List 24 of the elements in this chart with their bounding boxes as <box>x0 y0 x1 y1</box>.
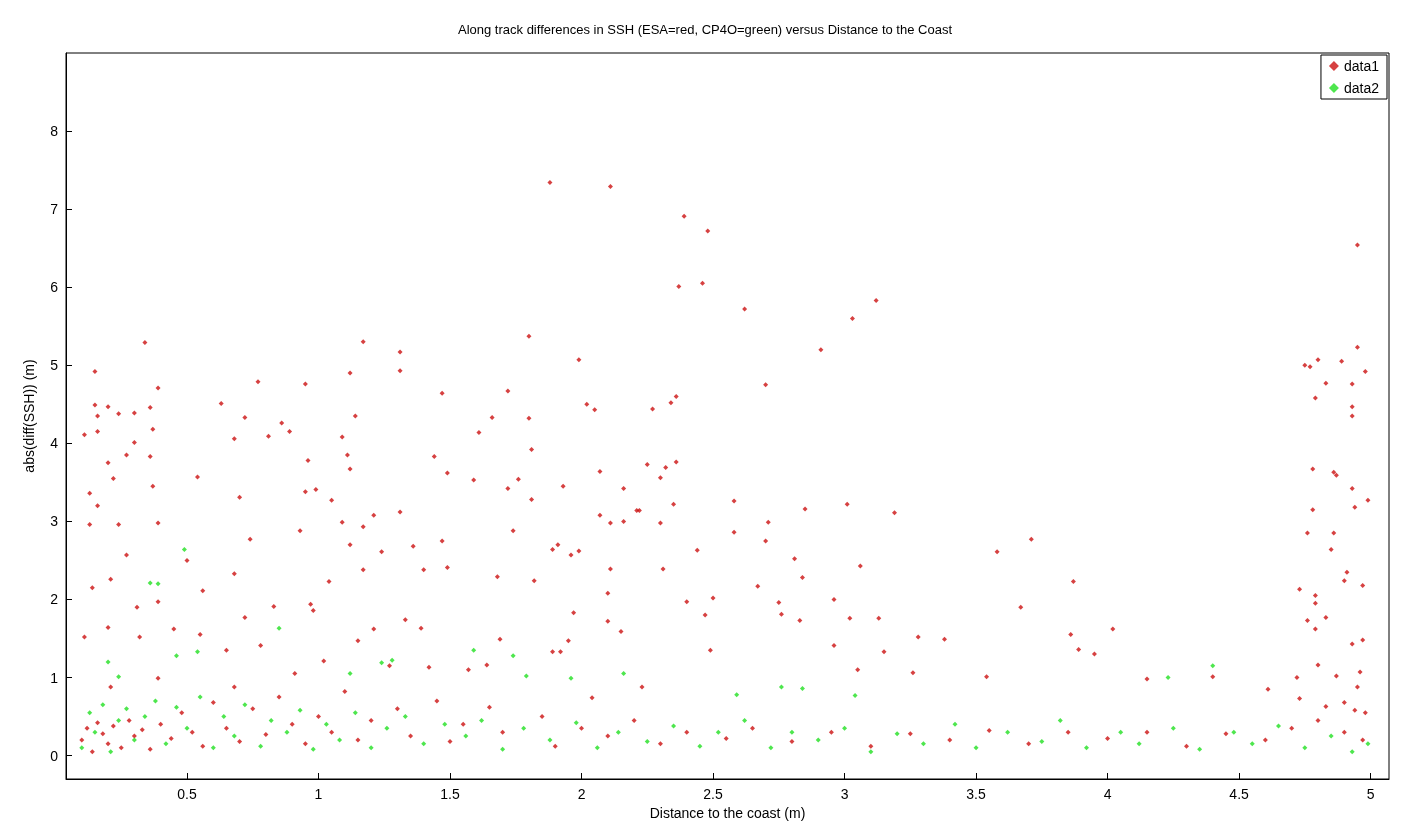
x-tick-label: 1.5 <box>440 786 460 802</box>
x-tick-label: 0.5 <box>177 786 197 802</box>
chart-title: Along track differences in SSH (ESA=red, CP4O=green) versus Distance to the Coast <box>458 22 953 37</box>
y-tick-label: 2 <box>50 591 59 608</box>
x-tick-label: 3.5 <box>966 786 986 802</box>
y-tick-label: 6 <box>50 279 59 296</box>
x-tick-label: 5 <box>1366 786 1375 802</box>
legend-label: data2 <box>1343 80 1380 96</box>
x-tick-label: 4.5 <box>1229 786 1250 802</box>
y-tick-label: 5 <box>50 357 59 374</box>
y-tick-label: 1 <box>50 669 59 686</box>
x-tick-label: 2 <box>577 786 586 802</box>
x-axis-title: Distance to the coast (m) <box>649 804 806 821</box>
y-tick-label: 7 <box>50 201 59 218</box>
y-tick-label: 3 <box>50 513 59 530</box>
y-tick-label: 8 <box>50 123 59 140</box>
x-tick-label: 4 <box>1103 786 1112 802</box>
y-tick-label: 0 <box>50 747 59 764</box>
y-tick-label: 4 <box>50 435 59 452</box>
x-tick-label: 1 <box>314 786 323 802</box>
x-tick-label: 3 <box>840 786 849 802</box>
legend-label: data1 <box>1343 58 1380 74</box>
y-axis-title: abs(diff(SSH)) (m) <box>21 359 37 473</box>
x-tick-label: 2.5 <box>703 786 723 802</box>
